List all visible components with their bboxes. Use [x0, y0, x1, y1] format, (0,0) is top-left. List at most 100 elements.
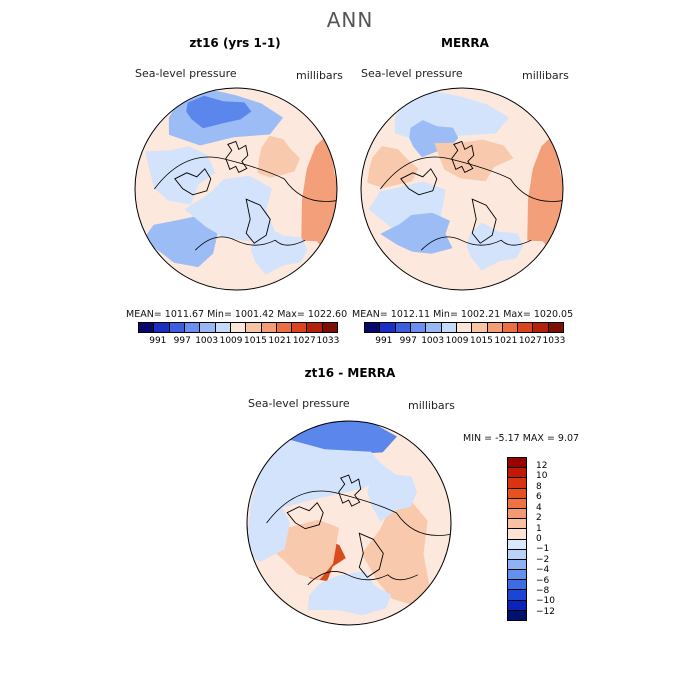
pressure-region	[367, 463, 417, 522]
colorbar-swatch	[395, 323, 411, 332]
colorbar-tick-label: 1021	[268, 336, 292, 346]
panel3-units-label: millibars	[408, 399, 455, 412]
colorbar-swatch	[261, 323, 277, 332]
colorbar-swatch	[548, 323, 564, 332]
colorbar-tick-label: 1033	[542, 336, 566, 346]
colorbar-swatch	[508, 508, 526, 520]
pressure-region	[307, 571, 392, 616]
coastline	[154, 156, 337, 202]
pressure-region	[250, 226, 308, 275]
map-boundary-circle	[360, 87, 564, 291]
colorbar-tick-label: 1	[536, 523, 542, 534]
colorbar-swatch	[322, 323, 338, 332]
colorbar-tick-label: 991	[375, 336, 393, 346]
colorbar-swatch	[508, 610, 526, 620]
map-fill-layer	[361, 88, 563, 290]
pressure-region	[257, 135, 300, 178]
colorbar-swatch	[508, 478, 526, 489]
colorbar-swatch	[169, 323, 185, 332]
colorbar-tick-label: 1009	[445, 336, 469, 346]
colorbar-tick-label: 12	[536, 461, 548, 471]
coastline	[400, 140, 497, 244]
colorbar-tick-label: 991	[149, 336, 167, 346]
colorbar-tick-label: −10	[536, 596, 555, 607]
pressure-region	[434, 139, 514, 182]
map-fill-layer	[247, 421, 451, 625]
panel2-colorbar-labels: 991 997 1003 1009 1015 1021 1027 1033	[364, 336, 566, 346]
colorbar-swatch	[508, 529, 526, 540]
colorbar-spacer	[138, 336, 146, 346]
colorbar-swatch	[502, 323, 519, 332]
panel3-colorbar-labels: 12 10 8 6 4 2 1 0 −1 −2 −4 −6 −8 −10 −12	[536, 461, 555, 617]
colorbar-tick-label: 6	[536, 492, 542, 503]
colorbar-tick-label: 10	[536, 471, 548, 482]
map-fill-layer	[135, 88, 337, 290]
panel3-stats: MIN = -5.17 MAX = 9.07	[463, 433, 580, 444]
colorbar-swatch	[508, 580, 526, 591]
colorbar-tick-label: −12	[536, 606, 555, 617]
colorbar-tick-label: −2	[536, 554, 550, 565]
coastline	[380, 156, 563, 202]
colorbar-swatch	[508, 519, 526, 530]
coastline	[420, 236, 532, 251]
colorbar-tick-label: 1003	[421, 336, 445, 346]
colorbar-swatch	[508, 488, 526, 499]
colorbar-tick-label: 997	[399, 336, 417, 346]
panel2-title: MERRA	[441, 36, 489, 50]
colorbar-tick-label: −6	[536, 575, 550, 586]
colorbar-swatch	[365, 323, 381, 332]
colorbar-swatch	[246, 323, 262, 332]
colorbar-swatch	[200, 323, 216, 332]
colorbar-swatch	[533, 323, 549, 332]
colorbar-swatch	[508, 498, 526, 509]
colorbar-swatch	[215, 323, 231, 332]
colorbar-tick-label: 1027	[518, 336, 542, 346]
panel1-polar-map	[134, 87, 338, 291]
colorbar-tick-label: 4	[536, 502, 542, 513]
panel1-stats: MEAN= 1011.67 Min= 1001.42 Max= 1022.60	[126, 309, 348, 320]
pressure-region	[367, 146, 419, 188]
coastline	[307, 571, 418, 586]
colorbar-tick-label: 8	[536, 481, 542, 492]
map-boundary-circle	[246, 420, 452, 626]
colorbar-swatch	[508, 559, 526, 571]
colorbar-swatch	[508, 600, 526, 611]
colorbar-tick-label: 1015	[244, 336, 267, 346]
panel2-stats: MEAN= 1012.11 Min= 1002.21 Max= 1020.05	[352, 309, 574, 320]
colorbar-tick-label: 0	[536, 533, 542, 544]
colorbar-swatch	[154, 323, 170, 332]
pressure-region	[466, 222, 524, 271]
colorbar-swatch	[426, 323, 442, 332]
colorbar-swatch	[456, 323, 473, 332]
colorbar-tick-label: 1003	[195, 336, 219, 346]
colorbar-swatch	[276, 323, 293, 332]
pressure-region	[186, 95, 252, 129]
panel2-colorbar	[364, 322, 564, 333]
panel2-polar-map	[360, 87, 564, 291]
pressure-region	[380, 212, 453, 254]
panel3-variable-label: Sea-level pressure	[248, 397, 350, 410]
colorbar-swatch	[508, 570, 526, 581]
panel1-colorbar-labels: 991 997 1003 1009 1015 1021 1027 1033	[138, 336, 340, 346]
pressure-region	[184, 175, 276, 242]
panel3-colorbar	[507, 457, 527, 621]
map-boundary-circle	[134, 87, 338, 291]
panel3-polar-map	[246, 420, 452, 626]
colorbar-tick-label: 1015	[470, 336, 493, 346]
colorbar-tick-label: 1027	[292, 336, 316, 346]
colorbar-tick-label: 2	[536, 513, 542, 524]
colorbar-tick-label: −4	[536, 565, 550, 576]
colorbar-swatch	[508, 458, 526, 469]
colorbar-spacer	[364, 336, 372, 346]
figure-title: ANN	[326, 8, 374, 32]
coastline	[174, 140, 271, 244]
panel1-variable-label: Sea-level pressure	[135, 67, 237, 80]
colorbar-swatch	[380, 323, 396, 332]
colorbar-swatch	[184, 323, 201, 332]
colorbar-swatch	[508, 539, 526, 550]
colorbar-tick-label: −1	[536, 544, 550, 555]
colorbar-tick-label: 1033	[316, 336, 340, 346]
colorbar-swatch	[508, 549, 526, 560]
panel1-colorbar	[138, 322, 338, 333]
colorbar-swatch	[472, 323, 488, 332]
